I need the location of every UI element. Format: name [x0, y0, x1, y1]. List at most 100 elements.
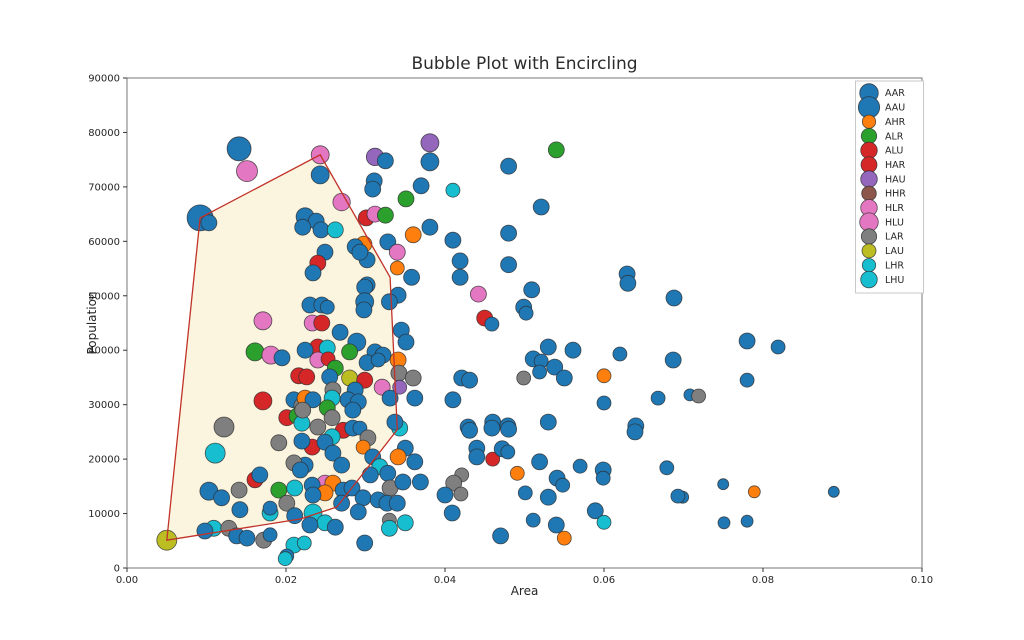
bubble: [238, 529, 256, 547]
bubble: [354, 489, 372, 507]
bubble: [500, 157, 518, 175]
encircle-fill: [166, 154, 398, 541]
y-tick-label: 60000: [88, 237, 120, 248]
bubble: [213, 489, 231, 507]
bubble: [262, 527, 278, 543]
bubble: [468, 448, 486, 466]
bubble: [333, 456, 351, 474]
bubble: [355, 301, 373, 319]
bubble: [532, 364, 547, 380]
bubble: [226, 136, 252, 162]
bubble: [444, 231, 462, 249]
legend-marker-LAR: [860, 228, 878, 245]
y-tick-label: 80000: [88, 128, 120, 139]
bubble: [355, 439, 371, 455]
bubble: [291, 461, 309, 479]
bubble: [376, 152, 394, 170]
bubble: [309, 418, 327, 436]
x-tick-label: 0.06: [593, 575, 615, 586]
y-tick-label: 70000: [88, 182, 120, 193]
legend-label-HAR: HAR: [885, 160, 906, 171]
bubble: [293, 432, 311, 450]
bubble: [344, 401, 362, 419]
bubble: [492, 527, 510, 545]
bubble: [298, 368, 316, 386]
bubble: [539, 413, 557, 431]
legend-marker-LHU: [860, 270, 878, 289]
bubble: [659, 460, 675, 476]
bubble: [376, 206, 394, 224]
legend-label-HLU: HLU: [885, 217, 904, 228]
bubble: [770, 339, 786, 355]
legend-label-LAU: LAU: [885, 246, 904, 257]
legend-label-ALU: ALU: [885, 146, 903, 157]
y-tick-label: 10000: [88, 509, 120, 520]
bubble: [294, 218, 312, 236]
bubble: [230, 481, 248, 499]
bubble: [738, 332, 756, 350]
bubble: [278, 494, 296, 512]
legend-marker-AHR: [861, 114, 877, 129]
bubble: [396, 514, 414, 532]
bubble: [404, 226, 422, 244]
bubble: [379, 464, 397, 482]
bubble: [546, 358, 564, 376]
bubble: [323, 409, 341, 427]
bubble: [596, 514, 612, 530]
bubble: [483, 419, 501, 437]
bubble: [523, 281, 541, 299]
bubble: [273, 349, 291, 367]
bubble: [747, 485, 761, 499]
bubble: [361, 466, 379, 484]
bubble: [626, 423, 644, 441]
x-axis-label: Area: [511, 584, 539, 598]
legend-label-HHR: HHR: [885, 189, 906, 200]
bubble: [596, 368, 612, 384]
bubble: [461, 371, 479, 389]
bubble: [364, 180, 382, 198]
bubble: [827, 485, 840, 498]
bubble: [453, 486, 469, 502]
bubble: [518, 305, 534, 321]
bubble: [304, 391, 322, 409]
bubble: [380, 519, 398, 537]
bubble: [469, 285, 487, 303]
bubble: [619, 274, 637, 292]
bubble: [277, 551, 293, 567]
bubble: [389, 260, 405, 276]
y-tick-label: 40000: [88, 346, 120, 357]
legend-marker-HHR: [861, 185, 877, 202]
bubble: [301, 516, 319, 534]
bubble: [586, 502, 604, 520]
bubble: [445, 182, 461, 198]
chart-title: Bubble Plot with Encircling: [411, 54, 637, 74]
bubble: [531, 453, 548, 471]
legend-marker-HAR: [860, 156, 878, 174]
bubble: [312, 221, 330, 239]
bubble: [420, 152, 440, 172]
bubble: [451, 252, 469, 270]
bubble: [388, 494, 406, 512]
legend-label-AHR: AHR: [885, 117, 906, 128]
x-tick-label: 0.04: [434, 575, 456, 586]
bubble: [612, 346, 628, 362]
bubble: [231, 501, 249, 519]
bubble: [331, 323, 349, 341]
bubble: [555, 477, 571, 493]
legend-label-LHR: LHR: [885, 260, 904, 271]
bubble: [484, 316, 500, 332]
bubble: [294, 401, 312, 419]
legend-label-HLR: HLR: [885, 203, 904, 214]
bubble: [403, 268, 421, 286]
y-tick-label: 90000: [88, 74, 120, 85]
plot-border: [126, 77, 923, 569]
bubble: [404, 369, 422, 387]
bubble: [665, 289, 683, 307]
legend-marker-LAU: [861, 243, 877, 259]
bubble: [664, 351, 682, 369]
bubbles-layer: [156, 133, 840, 567]
bubble: [245, 342, 265, 362]
bubble: [596, 395, 612, 411]
bubble: [532, 198, 550, 216]
